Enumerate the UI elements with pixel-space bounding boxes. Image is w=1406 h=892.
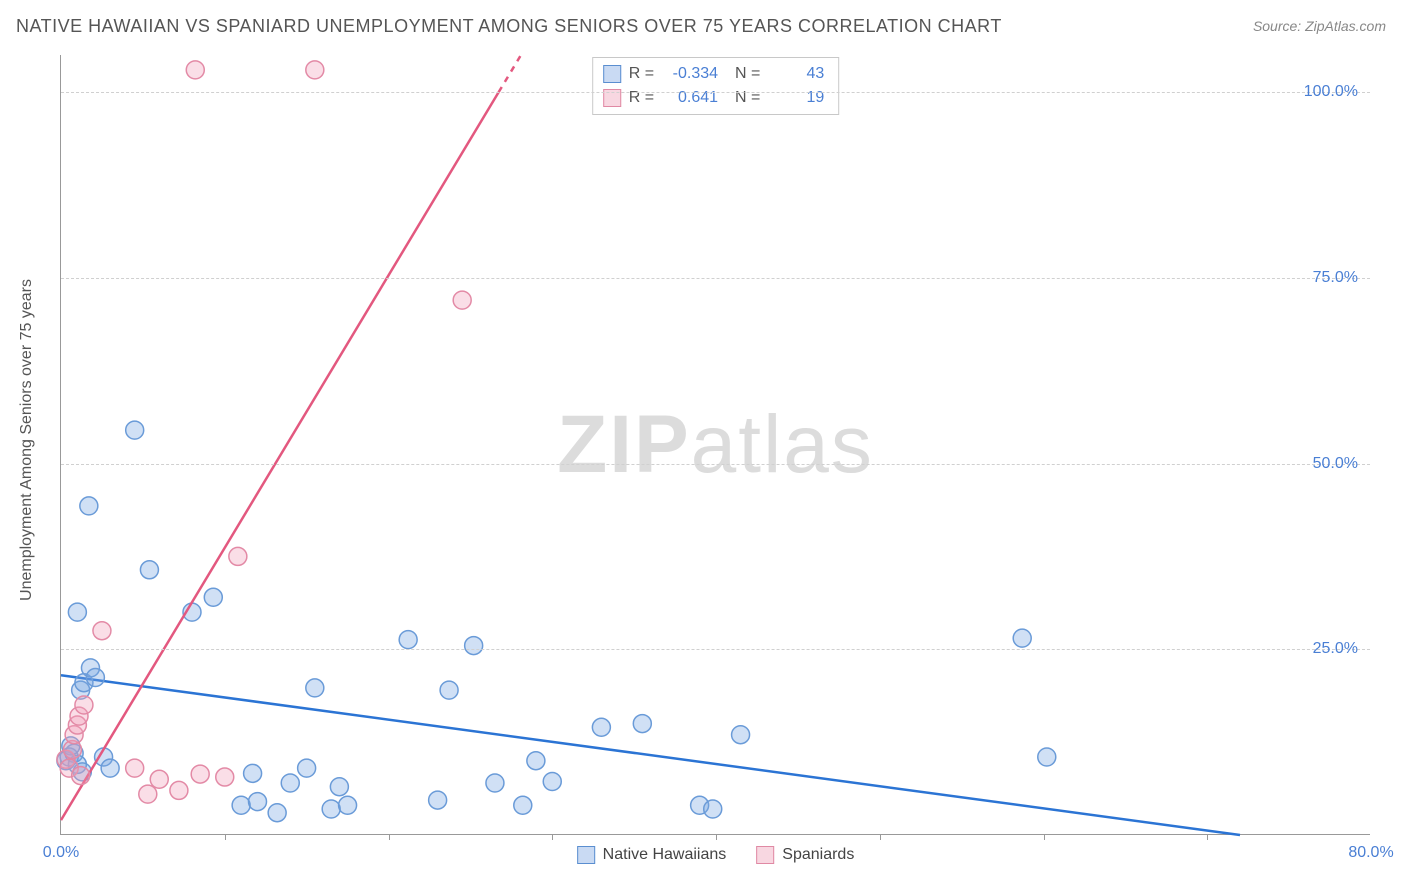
data-point	[339, 796, 357, 814]
data-point	[126, 759, 144, 777]
data-point	[93, 622, 111, 640]
data-point	[229, 547, 247, 565]
data-point	[527, 752, 545, 770]
data-point	[322, 800, 340, 818]
legend-item: Native Hawaiians	[577, 846, 727, 864]
legend-series-label: Spaniards	[782, 846, 854, 864]
data-point	[465, 637, 483, 655]
grid-line	[61, 649, 1370, 650]
x-tick	[225, 834, 226, 840]
data-point	[86, 669, 104, 687]
series-legend: Native Hawaiians Spaniards	[577, 846, 855, 864]
data-point	[633, 715, 651, 733]
x-tick	[1207, 834, 1208, 840]
data-point	[1013, 629, 1031, 647]
data-point	[249, 793, 267, 811]
data-point	[186, 61, 204, 79]
y-axis-label: Unemployment Among Seniors over 75 years	[18, 279, 36, 601]
x-tick	[552, 834, 553, 840]
data-point	[68, 603, 86, 621]
data-point	[170, 781, 188, 799]
data-point	[543, 773, 561, 791]
y-tick-label: 25.0%	[1313, 640, 1358, 658]
data-point	[140, 561, 158, 579]
trend-line	[61, 92, 499, 820]
data-point	[330, 778, 348, 796]
grid-line	[61, 92, 1370, 93]
data-point	[514, 796, 532, 814]
x-tick	[880, 834, 881, 840]
data-point	[486, 774, 504, 792]
data-point	[440, 681, 458, 699]
x-tick-label: 80.0%	[1348, 844, 1393, 862]
x-tick-label: 0.0%	[43, 844, 79, 862]
x-tick	[389, 834, 390, 840]
data-point	[126, 421, 144, 439]
plot-area: ZIPatlas R = -0.334 N = 43 R = 0.641 N =…	[60, 55, 1370, 835]
data-point	[704, 800, 722, 818]
x-tick	[1044, 834, 1045, 840]
y-tick-label: 100.0%	[1304, 83, 1358, 101]
swatch-icon	[756, 846, 774, 864]
chart-title: NATIVE HAWAIIAN VS SPANIARD UNEMPLOYMENT…	[16, 16, 1002, 37]
grid-line	[61, 464, 1370, 465]
data-point	[268, 804, 286, 822]
data-point	[216, 768, 234, 786]
y-tick-label: 50.0%	[1313, 455, 1358, 473]
data-point	[72, 767, 90, 785]
grid-line	[61, 278, 1370, 279]
data-point	[732, 726, 750, 744]
data-point	[139, 785, 157, 803]
data-point	[204, 588, 222, 606]
data-point	[191, 765, 209, 783]
source-attribution: Source: ZipAtlas.com	[1253, 18, 1386, 34]
data-point	[306, 679, 324, 697]
x-tick	[716, 834, 717, 840]
data-point	[592, 718, 610, 736]
data-point	[244, 764, 262, 782]
data-point	[306, 61, 324, 79]
data-point	[281, 774, 299, 792]
legend-series-label: Native Hawaiians	[603, 846, 727, 864]
chart-svg	[61, 55, 1370, 834]
data-point	[453, 291, 471, 309]
data-point	[80, 497, 98, 515]
trend-line	[499, 55, 521, 92]
data-point	[429, 791, 447, 809]
data-point	[232, 796, 250, 814]
data-point	[399, 631, 417, 649]
data-point	[101, 759, 119, 777]
y-tick-label: 75.0%	[1313, 269, 1358, 287]
legend-item: Spaniards	[756, 846, 854, 864]
data-point	[1038, 748, 1056, 766]
data-point	[75, 696, 93, 714]
data-point	[298, 759, 316, 777]
swatch-icon	[577, 846, 595, 864]
data-point	[150, 770, 168, 788]
